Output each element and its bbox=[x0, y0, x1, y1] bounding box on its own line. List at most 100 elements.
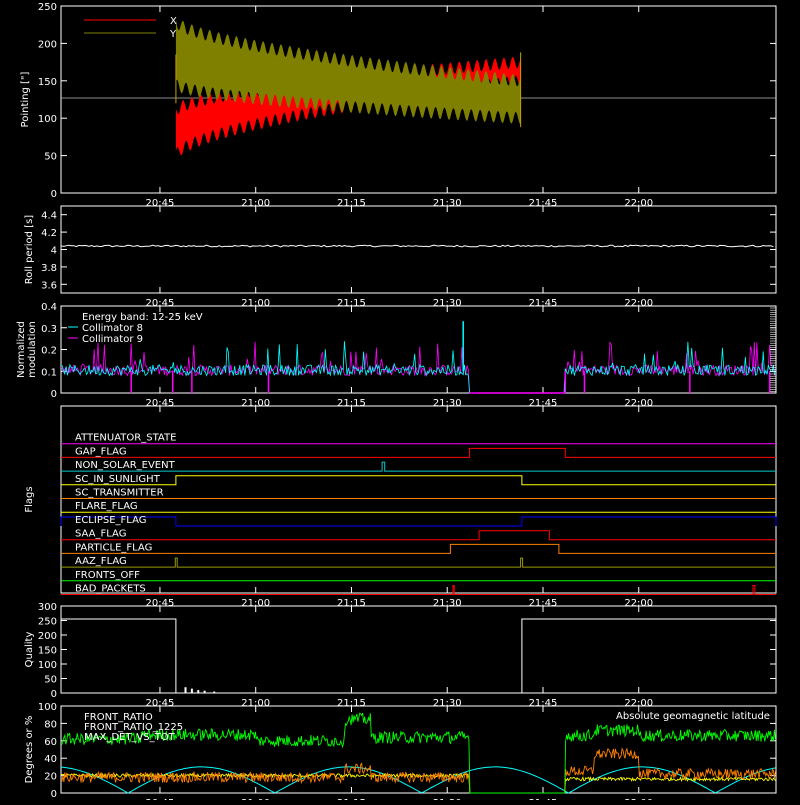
y-tick-label: 200 bbox=[38, 631, 57, 642]
x-tick-label: 21:00 bbox=[241, 398, 270, 409]
y-tick-label: 250 bbox=[38, 617, 57, 628]
y-tick-label: 20 bbox=[44, 772, 57, 783]
y-tick-label: 0.1 bbox=[41, 367, 57, 378]
x-tick-label: 22:00 bbox=[624, 698, 653, 709]
y-tick-label: 0 bbox=[51, 689, 57, 700]
y-axis-label: Pointing ["] bbox=[20, 71, 31, 127]
y-tick-label: 300 bbox=[38, 602, 57, 613]
flag-label: SC_TRANSMITTER bbox=[75, 488, 164, 499]
y-tick-label: 4 bbox=[51, 246, 57, 257]
max-det-vs-tot-line bbox=[60, 747, 776, 794]
y-tick-label: 40 bbox=[44, 754, 57, 765]
plot-frame bbox=[60, 705, 777, 794]
y-tick-label: 80 bbox=[44, 719, 57, 730]
legend-label: X bbox=[170, 16, 177, 27]
flag-trace bbox=[61, 475, 776, 486]
x-tick-label: 22:00 bbox=[624, 298, 653, 309]
flag-trace bbox=[61, 461, 776, 472]
flag-trace bbox=[61, 447, 776, 458]
x-tick-label: 21:30 bbox=[433, 198, 462, 209]
y-tick-label: 50 bbox=[44, 152, 57, 163]
x-tick-label: 21:30 bbox=[433, 298, 462, 309]
legend-label: Collimator 9 bbox=[82, 334, 143, 345]
flag-label: BAD_PACKETS bbox=[75, 583, 146, 594]
y-tick-label: 3.8 bbox=[41, 263, 57, 274]
panel-1: 20:45 21:00 21:15 21:30 21:45 22:00 0 50 100 150 2… bbox=[20, 2, 777, 209]
plot-frame bbox=[60, 405, 777, 594]
y-axis-label: Normalized bbox=[16, 321, 27, 378]
x-tick-label: 21:30 bbox=[433, 698, 462, 709]
x-tick-label: 21:00 bbox=[241, 698, 270, 709]
flag-trace bbox=[60, 516, 777, 527]
y-tick-label: 4.4 bbox=[41, 211, 57, 222]
y-axis-label: Degrees or % bbox=[24, 716, 35, 784]
x-tick-label: 20:45 bbox=[146, 698, 175, 709]
flag-label: FLARE_FLAG bbox=[75, 501, 138, 512]
flag-label: PARTICLE_FLAG bbox=[75, 542, 152, 553]
flag-trace bbox=[61, 530, 776, 541]
legend-label: Y bbox=[169, 29, 177, 40]
quality-line bbox=[521, 618, 776, 693]
flag-trace bbox=[61, 557, 776, 568]
legend-label: FRONT_RATIO bbox=[84, 712, 153, 723]
flag-label: SAA_FLAG bbox=[75, 529, 126, 540]
plot-frame bbox=[60, 5, 777, 194]
x-tick-label: 21:00 bbox=[241, 198, 270, 209]
x-tick-label: 21:15 bbox=[337, 298, 366, 309]
roll-period-line bbox=[60, 244, 774, 248]
y-tick-label: 0.3 bbox=[41, 324, 57, 335]
flag-label: SC_IN_SUNLIGHT bbox=[75, 474, 161, 485]
x-tick-label: 22:00 bbox=[624, 198, 653, 209]
flag-trace bbox=[61, 585, 776, 595]
flag-label: ECLIPSE_FLAG bbox=[75, 515, 146, 526]
x-tick-label: 20:45 bbox=[146, 198, 175, 209]
front-ratio-1225-line bbox=[60, 712, 776, 794]
y-tick-label: 50 bbox=[44, 675, 57, 686]
x-tick-label: 20:45 bbox=[146, 598, 175, 609]
x-tick-label: 21:45 bbox=[529, 698, 558, 709]
panel-3: 20:45 21:00 21:15 21:30 21:45 22:00 0 0.1 0.2 0.3… bbox=[16, 302, 777, 409]
legend-label: Collimator 8 bbox=[82, 323, 143, 334]
x-tick-label: 21:00 bbox=[241, 298, 270, 309]
y-tick-label: 100 bbox=[38, 702, 57, 713]
y-tick-label: 0 bbox=[51, 389, 57, 400]
series-y-band bbox=[175, 19, 521, 124]
flag-label: NON_SOLAR_EVENT bbox=[75, 460, 176, 471]
x-tick-label: 20:45 bbox=[146, 398, 175, 409]
y-axis-label: Roll period [s] bbox=[24, 215, 35, 284]
collimator-9-line bbox=[60, 341, 776, 394]
panel-6: 20:4521:0021:1521:3021:4522:000204060801… bbox=[24, 702, 777, 805]
legend-label: MAX_DET_VS_TOT bbox=[84, 732, 176, 743]
y-tick-label: 200 bbox=[38, 39, 57, 50]
y-axis-label: Quality bbox=[24, 632, 35, 668]
y-tick-label: 0.4 bbox=[41, 302, 57, 313]
latitude-line bbox=[60, 766, 776, 794]
x-tick-label: 21:45 bbox=[529, 198, 558, 209]
y-tick-label: 4.2 bbox=[41, 228, 57, 239]
y-axis-label: Flags bbox=[24, 486, 35, 512]
flag-label: GAP_FLAG bbox=[75, 446, 127, 457]
flag-label: FRONTS_OFF bbox=[75, 570, 140, 581]
y-tick-label: 250 bbox=[38, 2, 57, 13]
legend-label: Energy band: 12-25 keV bbox=[82, 312, 203, 323]
collimator-8-line bbox=[60, 341, 776, 394]
x-tick-label: 21:30 bbox=[433, 598, 462, 609]
y-tick-label: 150 bbox=[38, 646, 57, 657]
panel-5: 20:45 21:00 21:15 21:30 21:45 22:00 0 50 100 150 2… bbox=[24, 602, 777, 709]
x-tick-label: 21:15 bbox=[337, 698, 366, 709]
y-tick-label: 0.2 bbox=[41, 346, 57, 357]
legend-label: Absolute geomagnetic latitude bbox=[616, 711, 770, 722]
y-tick-label: 100 bbox=[38, 660, 57, 671]
x-tick-label: 21:15 bbox=[337, 198, 366, 209]
flag-trace bbox=[61, 543, 776, 554]
modulation-edge-ticks bbox=[770, 307, 776, 392]
y-axis-label: modulation bbox=[27, 321, 38, 378]
y-tick-label: 0 bbox=[51, 189, 57, 200]
x-tick-label: 21:45 bbox=[529, 298, 558, 309]
flag-label: AAZ_FLAG bbox=[75, 556, 127, 567]
x-tick-label: 21:45 bbox=[529, 398, 558, 409]
panel-2: 20:45 21:00 21:15 21:30 21:45 22:00 3.6 3.8 4 4.2… bbox=[24, 205, 777, 309]
x-tick-label: 20:45 bbox=[146, 298, 175, 309]
